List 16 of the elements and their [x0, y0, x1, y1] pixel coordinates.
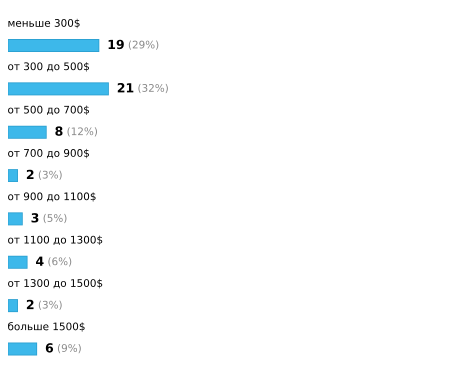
data-label: 21 (32%)	[118, 83, 168, 94]
data-label: 2 (3%)	[26, 170, 62, 180]
y-tick-label: от 900 до 1100$	[8, 192, 96, 202]
y-tick-label: от 300 до 500$	[8, 62, 89, 72]
y-tick-label: от 1100 до 1300$	[8, 236, 102, 245]
data-label: 3 (5%)	[32, 213, 66, 224]
data-label: 2 (3%)	[26, 300, 62, 310]
y-tick-label: от 500 до 700$	[8, 106, 89, 115]
y-tick-label: от 700 до 900$	[8, 148, 89, 158]
data-label: 8 (12%)	[55, 126, 97, 136]
data-label: 6 (9%)	[46, 343, 81, 354]
y-tick-label: от 1300 до 1500$	[8, 278, 102, 288]
y-tick-label: меньше 300$	[8, 18, 80, 28]
data-label: 4 (6%)	[36, 256, 72, 267]
y-tick-label: больше 1500$	[8, 322, 85, 332]
data-label: 19 (29%)	[108, 40, 158, 50]
